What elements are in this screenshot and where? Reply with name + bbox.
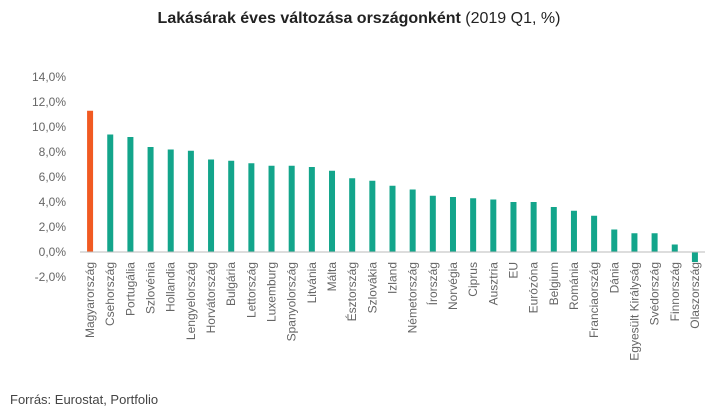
- x-tick-label: Luxemburg: [265, 262, 279, 322]
- x-tick-label: Horvátország: [204, 262, 218, 333]
- chart-title-main: Lakásárak éves változása országonként: [157, 10, 461, 27]
- bar-28: [651, 233, 658, 252]
- x-tick-label: Svédország: [648, 262, 662, 325]
- y-tick-label: 14,0%: [32, 70, 66, 84]
- x-tick-label: Finnország: [668, 262, 682, 321]
- x-tick-label: Szlovákia: [365, 262, 379, 314]
- chart-subtitle: (2019 Q1, %): [465, 10, 561, 27]
- bar-13: [349, 178, 356, 252]
- y-axis: -2,0% 0,0% 2,0% 4,0% 6,0% 8,0% 10,0% 12,0% 14,0%: [32, 70, 66, 284]
- y-tick-label: 2,0%: [39, 220, 67, 234]
- x-tick-label: Észtország: [344, 262, 359, 321]
- bar-20: [490, 199, 497, 252]
- x-tick-label: Szlovénia: [144, 262, 158, 314]
- bar-5: [187, 150, 194, 252]
- x-tick-label: Málta: [325, 262, 339, 292]
- x-tick-label: Lettország: [244, 262, 258, 318]
- bar-7: [228, 160, 235, 252]
- bar-19: [470, 198, 477, 252]
- bar-17: [429, 195, 436, 252]
- bar-22: [530, 202, 537, 252]
- bar-2: [127, 137, 134, 252]
- bar-4: [167, 149, 174, 252]
- bar-24: [570, 210, 577, 252]
- x-tick-label: Dánia: [607, 262, 621, 294]
- y-tick-label: -2,0%: [35, 270, 67, 284]
- chart-title: Lakásárak éves változása országonként (2…: [0, 10, 718, 28]
- bar-9: [268, 165, 275, 252]
- bar-0: [87, 110, 94, 252]
- bar-23: [550, 207, 557, 252]
- bar-25: [591, 215, 598, 252]
- y-tick-label: 6,0%: [39, 170, 67, 184]
- bar-6: [208, 159, 215, 252]
- y-tick-label: 0,0%: [39, 245, 67, 259]
- source-note: Forrás: Eurostat, Portfolio: [10, 392, 159, 407]
- y-tick-label: 12,0%: [32, 95, 66, 109]
- bar-8: [248, 163, 255, 252]
- x-tick-label: Ausztria: [486, 262, 500, 306]
- x-tick-label: Bulgária: [224, 262, 238, 306]
- bar-10: [288, 165, 295, 252]
- x-tick-label: Egyesült Királyság: [627, 262, 641, 361]
- x-tick-label: Norvégia: [446, 262, 460, 310]
- x-axis: Magyarország Csehország Portugália Szlovéni…: [80, 251, 705, 361]
- bar-21: [510, 202, 517, 252]
- bar-12: [329, 170, 336, 252]
- x-tick-label: Írország: [425, 262, 440, 305]
- x-tick-label: Hollandia: [164, 262, 178, 312]
- bar-3: [147, 147, 154, 252]
- x-tick-label: Izland: [386, 262, 400, 294]
- x-tick-label: Németország: [406, 262, 420, 333]
- bar-27: [631, 233, 638, 252]
- bar-14: [369, 180, 376, 252]
- x-tick-label: Portugália: [123, 262, 137, 316]
- x-tick-label: Csehország: [103, 262, 117, 326]
- bars: [87, 110, 698, 262]
- x-tick-label: Ciprus: [466, 262, 480, 297]
- x-tick-label: Spanyolország: [285, 262, 299, 341]
- bar-30: [691, 252, 698, 262]
- x-tick-label: Lengyelország: [184, 262, 198, 340]
- bar-1: [107, 134, 114, 252]
- bar-29: [671, 244, 678, 252]
- x-tick-label: Litvánia: [305, 262, 319, 304]
- y-tick-label: 10,0%: [32, 120, 66, 134]
- x-tick-label: EU: [506, 262, 520, 279]
- x-tick-label: Belgium: [547, 262, 561, 305]
- x-tick-label: Eurózóna: [527, 262, 541, 314]
- x-tick-label: Magyarország: [83, 262, 97, 338]
- x-tick-label: Franciaország: [587, 262, 601, 338]
- bar-11: [308, 167, 315, 252]
- bar-18: [449, 197, 456, 252]
- x-tick-label: Olaszország: [688, 262, 702, 329]
- y-tick-label: 4,0%: [39, 195, 67, 209]
- bar-15: [389, 185, 396, 252]
- y-tick-label: 8,0%: [39, 145, 67, 159]
- bar-16: [409, 189, 416, 252]
- bar-26: [611, 229, 618, 252]
- x-tick-label: Románia: [567, 262, 581, 310]
